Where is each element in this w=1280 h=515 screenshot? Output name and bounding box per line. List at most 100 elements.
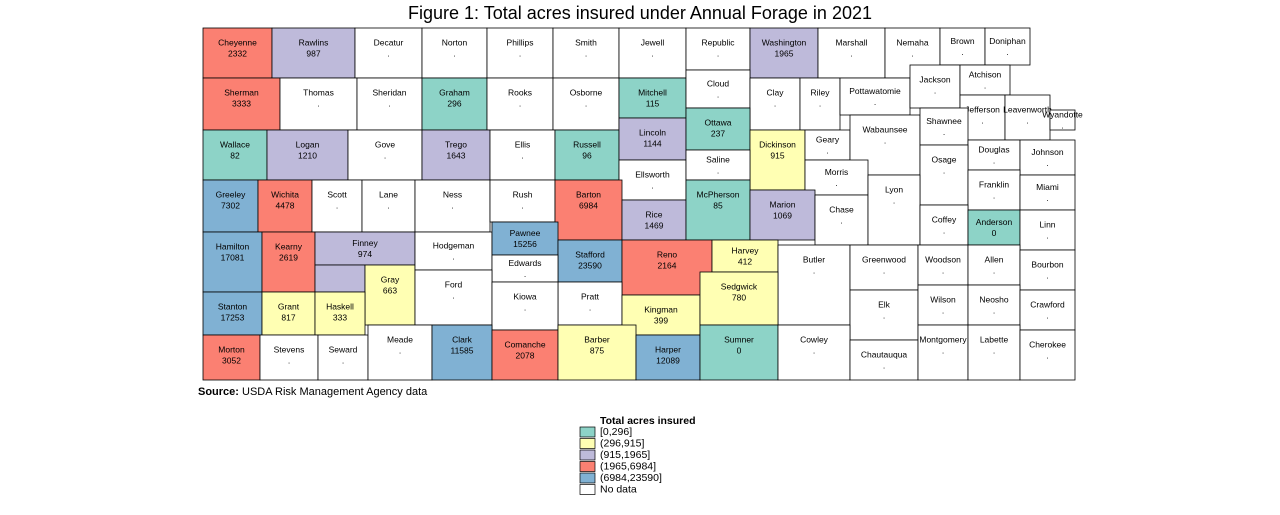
county (414, 179, 491, 233)
county-value: 6984 (579, 200, 598, 210)
legend-label: (915,1965] (600, 449, 650, 461)
county (909, 64, 961, 109)
county-value: . (387, 200, 389, 210)
county-value: 1965 (775, 48, 794, 58)
county (967, 169, 1021, 211)
county-value: . (384, 150, 386, 160)
county-value: . (717, 165, 719, 175)
county-value: . (883, 310, 885, 320)
county-value: 12089 (656, 355, 680, 365)
county-value: . (1061, 120, 1063, 130)
title: Figure 1: Total acres insured under Annu… (408, 3, 872, 23)
county (554, 179, 623, 241)
county-name: Stafford (575, 249, 605, 259)
county-value: . (813, 265, 815, 275)
county-name: Russell (573, 139, 601, 149)
county-value: 1643 (447, 150, 466, 160)
county-value: 296 (447, 98, 461, 108)
county (1049, 109, 1076, 131)
county-name: Wichita (271, 189, 299, 199)
county-name: Osage (931, 154, 956, 164)
county-name: Gray (381, 274, 400, 284)
county-value: . (585, 48, 587, 58)
county-value: . (451, 200, 453, 210)
county-name: Brown (950, 36, 974, 46)
county-name: Clark (452, 334, 473, 344)
county-name: Dickinson (759, 139, 796, 149)
county-value: . (524, 269, 526, 279)
county-name: Atchison (969, 69, 1002, 79)
county-value: 0 (992, 228, 997, 238)
county-value: . (336, 200, 338, 210)
county-name: Reno (657, 249, 678, 259)
county (621, 239, 713, 296)
county-value: . (981, 115, 983, 125)
county-name: Doniphan (989, 36, 1026, 46)
county-value: 2078 (516, 350, 535, 360)
county-value: 0 (737, 345, 742, 355)
county-name: Edwards (508, 258, 541, 268)
county-name: Woodson (925, 254, 961, 264)
county-value: . (993, 155, 995, 165)
county (749, 189, 816, 241)
county-value: 875 (590, 345, 604, 355)
county-value: . (874, 97, 876, 107)
county-name: Douglas (978, 144, 1009, 154)
county-name: Ellsworth (635, 169, 670, 179)
county-value: 1469 (645, 220, 664, 230)
county-value: 915 (770, 150, 784, 160)
county-value: 7302 (221, 200, 240, 210)
county (711, 239, 779, 273)
county-name: Wilson (930, 294, 956, 304)
county-name: Seward (329, 344, 358, 354)
county-name: Barton (576, 189, 601, 199)
county-name: Kiowa (513, 291, 536, 301)
county (257, 179, 313, 233)
county-value: 780 (732, 292, 746, 302)
county-name: Marion (770, 199, 796, 209)
county-name: Lyon (885, 184, 903, 194)
legend-swatch (579, 461, 596, 472)
county-name: Cowley (800, 334, 829, 344)
county (202, 77, 281, 131)
county-value: 987 (306, 48, 320, 58)
county-value: . (774, 98, 776, 108)
county (699, 271, 779, 326)
county-name: Greeley (216, 189, 247, 199)
county-name: Crawford (1030, 299, 1065, 309)
county-value: . (883, 265, 885, 275)
county (202, 129, 268, 181)
county-value: . (288, 355, 290, 365)
county (804, 129, 851, 161)
county-value: 96 (582, 150, 592, 160)
county (266, 129, 349, 181)
county-name: Harper (655, 344, 681, 354)
county-value: . (387, 48, 389, 58)
county-name: Wyandotte (1042, 109, 1083, 119)
county-name: Wabaunsee (862, 124, 907, 134)
county-name: Jefferson (965, 104, 1000, 114)
county-name: Hodgeman (433, 240, 475, 250)
county (261, 231, 316, 293)
county-value: . (934, 85, 936, 95)
county-name: Ellis (515, 139, 531, 149)
county-name: Pottawatomie (849, 86, 901, 96)
county-value: 23590 (578, 260, 602, 270)
county-name: Grant (278, 301, 300, 311)
county-value: . (942, 345, 944, 355)
county-name: Wallace (220, 139, 250, 149)
county-name: Lane (379, 189, 398, 199)
county (635, 334, 701, 381)
county-name: Jackson (919, 74, 950, 84)
county-name: Shawnee (926, 116, 962, 126)
county-name: Decatur (374, 37, 404, 47)
county (261, 291, 316, 336)
county (777, 324, 851, 381)
county-name: Neosho (979, 294, 1009, 304)
county-name: Kearny (275, 241, 303, 251)
legend-label: (1965,6984] (600, 460, 656, 472)
county-value: . (835, 178, 837, 188)
county (202, 179, 259, 233)
county (849, 339, 919, 381)
